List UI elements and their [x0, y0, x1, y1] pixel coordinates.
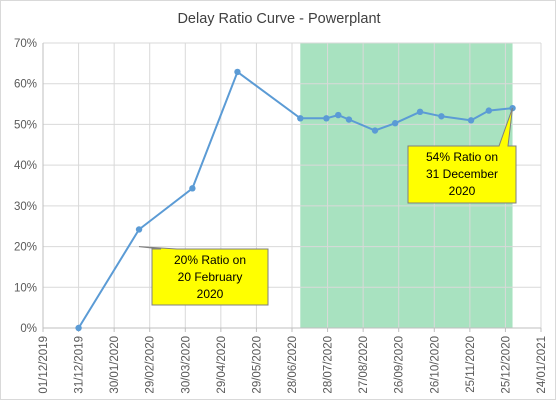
- callout-label: 20 February: [178, 270, 243, 284]
- y-tick-label: 0%: [20, 323, 37, 335]
- data-point: [323, 115, 330, 122]
- y-tick-label: 10%: [14, 282, 37, 294]
- callout-label: 20% Ratio on: [174, 253, 246, 267]
- x-tick-label: 31/12/2019: [74, 336, 86, 394]
- y-tick-label: 20%: [14, 242, 37, 254]
- y-tick-label: 70%: [14, 38, 37, 50]
- data-point: [234, 68, 241, 76]
- chart-title: Delay Ratio Curve - Powerplant: [177, 11, 380, 27]
- y-tick-label: 50%: [14, 119, 37, 131]
- data-point: [485, 107, 493, 114]
- data-point: [371, 127, 379, 134]
- x-tick-label: 26/09/2020: [394, 336, 406, 394]
- x-tick-label: 29/02/2020: [145, 336, 157, 394]
- data-point: [297, 115, 304, 122]
- data-point: [345, 116, 353, 123]
- callout-box: [407, 107, 517, 204]
- y-tick-label: 30%: [14, 201, 37, 213]
- x-tick-label: 27/08/2020: [358, 336, 370, 394]
- y-tick-label: 60%: [14, 79, 37, 91]
- x-tick-label: 28/06/2020: [287, 336, 299, 394]
- callout-label: 31 December: [426, 167, 498, 181]
- callout-label: 54% Ratio on: [426, 150, 498, 164]
- callout-label: 2020: [449, 184, 476, 198]
- data-point: [467, 117, 475, 124]
- data-point: [391, 120, 399, 127]
- x-tick-label: 01/12/2019: [38, 336, 50, 394]
- x-tick-label: 24/01/2021: [536, 336, 548, 394]
- data-point: [438, 113, 445, 120]
- x-tick-label: 29/04/2020: [216, 336, 228, 394]
- x-tick-label: 25/12/2020: [500, 336, 512, 394]
- data-point: [416, 108, 424, 116]
- data-point: [335, 111, 342, 119]
- x-tick-label: 30/03/2020: [180, 336, 192, 394]
- data-point: [189, 185, 196, 192]
- callout-label: 2020: [197, 287, 224, 301]
- x-tick-label: 28/07/2020: [323, 336, 335, 394]
- x-tick-label: 26/10/2020: [429, 336, 441, 394]
- x-tick-label: 29/05/2020: [251, 336, 263, 394]
- data-point: [75, 324, 82, 332]
- x-tick-label: 25/11/2020: [465, 336, 477, 393]
- y-tick-label: 40%: [14, 160, 37, 172]
- data-point: [135, 226, 143, 233]
- callout-box: [138, 246, 269, 306]
- x-tick-label: 30/01/2020: [109, 336, 121, 394]
